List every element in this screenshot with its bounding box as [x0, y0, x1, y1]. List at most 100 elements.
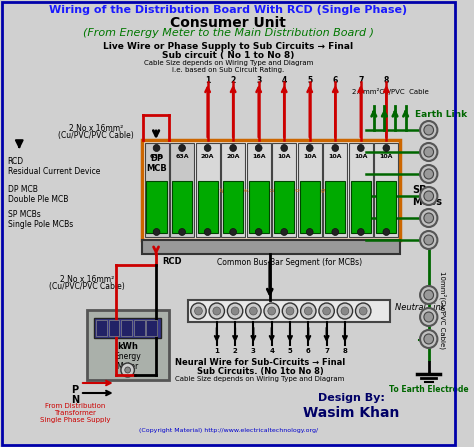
Circle shape: [281, 228, 288, 236]
Text: 63A: 63A: [150, 154, 164, 159]
Circle shape: [424, 213, 434, 223]
Circle shape: [359, 307, 367, 315]
Circle shape: [283, 303, 298, 319]
Text: 8: 8: [343, 348, 347, 354]
Text: 2 No x 16mm²: 2 No x 16mm²: [69, 124, 123, 133]
Circle shape: [420, 286, 438, 304]
Bar: [349, 143, 373, 237]
Circle shape: [341, 307, 349, 315]
Bar: [96, 320, 107, 336]
Circle shape: [420, 330, 438, 348]
Text: 7: 7: [324, 348, 329, 354]
Circle shape: [191, 303, 206, 319]
Circle shape: [420, 143, 438, 161]
Circle shape: [424, 191, 434, 201]
Text: DP MCB
Double Ple MCB: DP MCB Double Ple MCB: [8, 185, 68, 204]
Bar: [170, 143, 194, 237]
Text: 4: 4: [269, 348, 274, 354]
Text: Consumer Unit: Consumer Unit: [170, 16, 286, 30]
Circle shape: [230, 228, 237, 236]
Circle shape: [121, 363, 135, 377]
Circle shape: [230, 144, 237, 152]
Circle shape: [357, 144, 364, 152]
Text: 3: 3: [251, 348, 256, 354]
Circle shape: [264, 303, 279, 319]
Bar: [274, 181, 294, 233]
Circle shape: [255, 228, 262, 236]
Text: P: P: [72, 385, 79, 395]
Text: Live Wire or Phase Supply to Sub Circuits → Final: Live Wire or Phase Supply to Sub Circuit…: [103, 42, 354, 51]
Text: http://www.electricaltechnology.org: http://www.electricaltechnology.org: [214, 188, 326, 193]
Bar: [198, 181, 218, 233]
Text: (Cu/PVC/PVC Cable): (Cu/PVC/PVC Cable): [49, 282, 125, 291]
Circle shape: [424, 235, 434, 245]
Text: To Earth Electrode: To Earth Electrode: [389, 385, 468, 394]
Bar: [351, 181, 371, 233]
Text: 2.5mm²Cu/PVC  Cable: 2.5mm²Cu/PVC Cable: [352, 88, 428, 95]
Circle shape: [424, 125, 434, 135]
Circle shape: [337, 303, 353, 319]
Text: 7: 7: [358, 76, 364, 85]
Circle shape: [213, 307, 220, 315]
Text: 20A: 20A: [201, 154, 214, 159]
Text: Energy
Meter: Energy Meter: [114, 352, 141, 371]
Circle shape: [195, 307, 202, 315]
Text: Cable Size depends on Wiring Type and Diagram: Cable Size depends on Wiring Type and Di…: [144, 60, 313, 66]
Bar: [246, 143, 271, 237]
Text: SP MCBs
Single Pole MCBs: SP MCBs Single Pole MCBs: [8, 210, 73, 229]
Text: 4: 4: [282, 76, 287, 85]
Text: Wasim Khan: Wasim Khan: [303, 406, 400, 420]
Text: 10A: 10A: [303, 154, 317, 159]
Text: 5: 5: [307, 76, 312, 85]
Text: 16A: 16A: [252, 154, 265, 159]
Circle shape: [268, 307, 275, 315]
Text: 1: 1: [205, 76, 210, 85]
Bar: [188, 300, 390, 322]
Text: 20A: 20A: [227, 154, 240, 159]
Bar: [221, 143, 245, 237]
Circle shape: [281, 144, 288, 152]
Bar: [323, 143, 347, 237]
Bar: [94, 318, 161, 338]
Text: (From Energy Meter to the Main Distribution Board ): (From Energy Meter to the Main Distribut…: [83, 28, 374, 38]
Text: Neural Wire for Sub-Circuits → Final: Neural Wire for Sub-Circuits → Final: [175, 358, 345, 367]
Text: kWh: kWh: [117, 342, 138, 351]
Circle shape: [304, 307, 312, 315]
Text: (Cu/PVC/PVC Cable): (Cu/PVC/PVC Cable): [58, 131, 134, 140]
Circle shape: [125, 367, 130, 373]
Text: 10A: 10A: [328, 154, 342, 159]
Bar: [142, 140, 400, 240]
Circle shape: [249, 307, 257, 315]
Bar: [272, 143, 296, 237]
Circle shape: [153, 228, 160, 236]
Text: 10mm²(Cu/PVC Cable): 10mm²(Cu/PVC Cable): [439, 271, 447, 349]
Circle shape: [204, 144, 211, 152]
Circle shape: [246, 303, 261, 319]
Text: 3: 3: [256, 76, 261, 85]
Bar: [223, 181, 243, 233]
Text: From Distribution
Transformer
Single Phase Supply: From Distribution Transformer Single Pha…: [40, 403, 110, 423]
Text: 2: 2: [233, 348, 237, 354]
Bar: [121, 320, 132, 336]
Circle shape: [228, 303, 243, 319]
Circle shape: [424, 334, 434, 344]
Bar: [146, 181, 167, 233]
Bar: [298, 143, 322, 237]
Circle shape: [420, 209, 438, 227]
Text: 1: 1: [214, 348, 219, 354]
Text: Sub Circuits. (No 1to No 8): Sub Circuits. (No 1to No 8): [197, 367, 323, 376]
Circle shape: [357, 228, 364, 236]
Bar: [300, 181, 320, 233]
Text: 10A: 10A: [277, 154, 291, 159]
Text: 63A: 63A: [175, 154, 189, 159]
Text: Common Bus-Bar Segment (for MCBs): Common Bus-Bar Segment (for MCBs): [218, 258, 363, 267]
Text: 2: 2: [230, 76, 236, 85]
Circle shape: [301, 303, 316, 319]
Text: SP
MCBs: SP MCBs: [412, 185, 442, 207]
Circle shape: [424, 290, 434, 300]
Circle shape: [420, 165, 438, 183]
Bar: [134, 320, 145, 336]
Text: Cable Size depends on Wiring Type and Diagram: Cable Size depends on Wiring Type and Di…: [175, 376, 345, 382]
Text: Wiring of the Distribution Board With RCD (Single Phase): Wiring of the Distribution Board With RC…: [49, 5, 407, 15]
Text: Earth Link: Earth Link: [415, 110, 467, 119]
